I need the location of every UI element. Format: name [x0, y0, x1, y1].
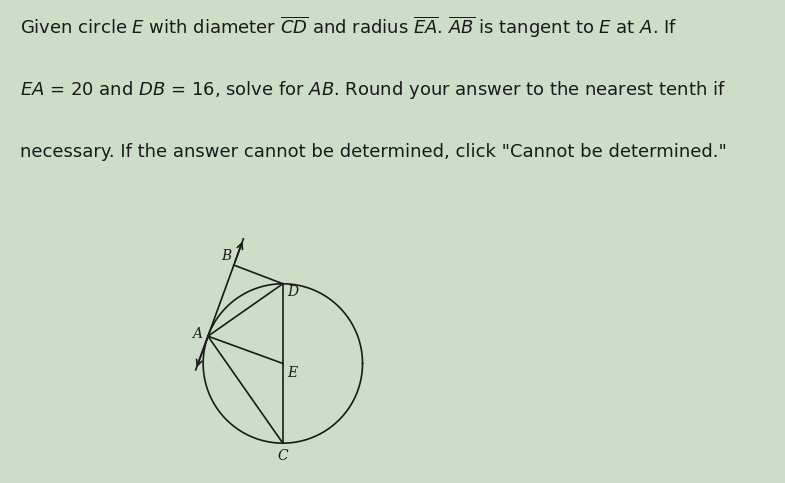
Text: D: D	[287, 285, 298, 299]
Text: E: E	[287, 366, 297, 380]
Text: A: A	[192, 327, 202, 341]
Text: B: B	[221, 249, 232, 263]
Text: $\mathit{EA}$ = 20 and $\mathit{DB}$ = 16, solve for $\mathit{AB}$. Round your a: $\mathit{EA}$ = 20 and $\mathit{DB}$ = 1…	[20, 79, 725, 100]
Text: necessary. If the answer cannot be determined, click "Cannot be determined.": necessary. If the answer cannot be deter…	[20, 143, 726, 161]
Text: Given circle $\mathit{E}$ with diameter $\overline{CD}$ and radius $\overline{EA: Given circle $\mathit{E}$ with diameter …	[20, 14, 677, 40]
Text: C: C	[278, 449, 288, 463]
